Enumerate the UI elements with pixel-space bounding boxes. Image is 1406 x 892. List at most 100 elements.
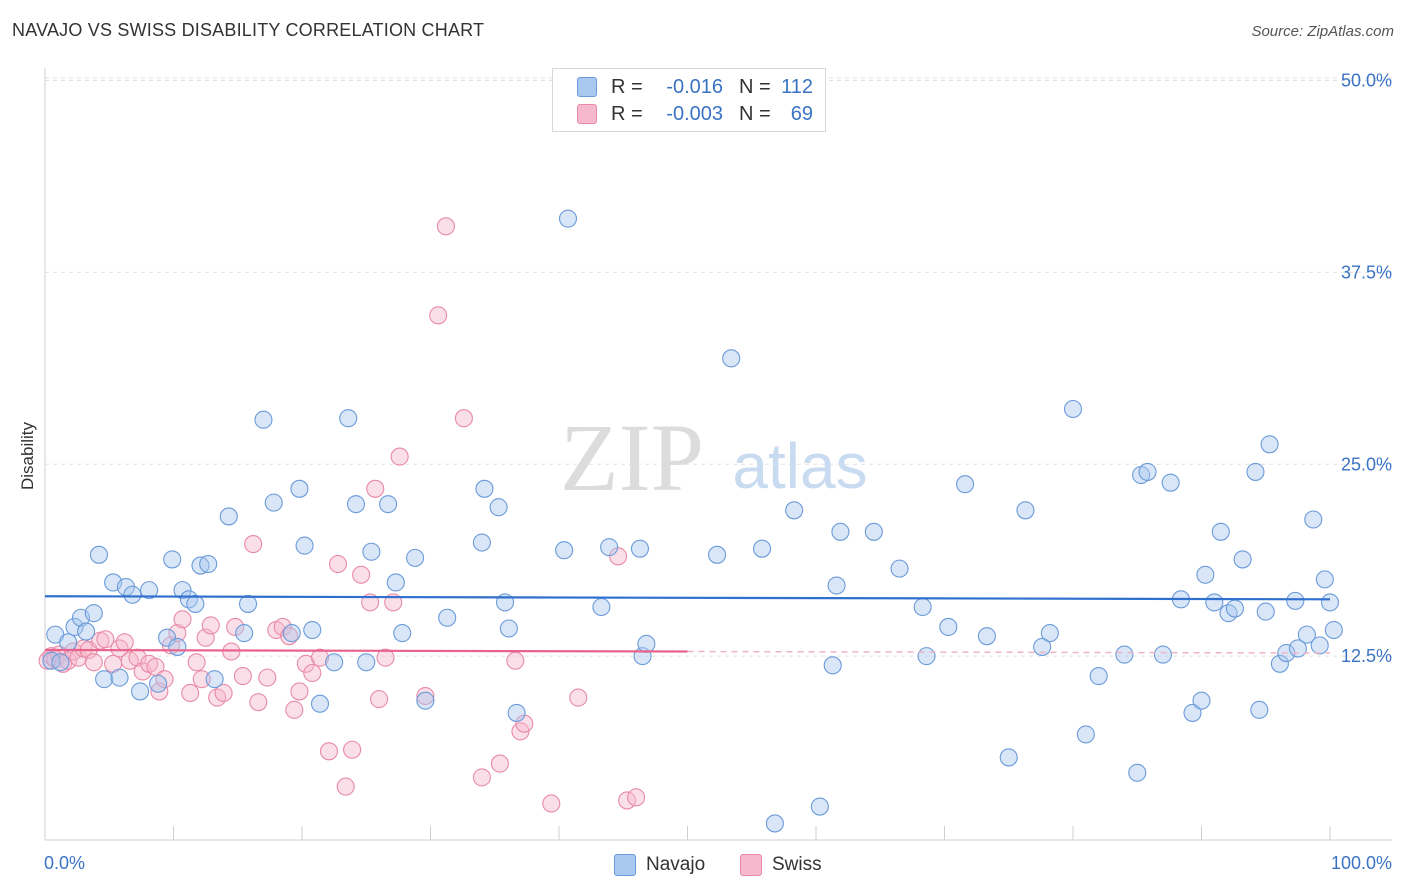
swiss-point (168, 624, 187, 643)
swiss-point (173, 610, 192, 629)
navajo-point (1089, 667, 1108, 686)
chart-title: NAVAJO VS SWISS DISABILITY CORRELATION C… (12, 20, 485, 40)
axes (44, 68, 1392, 841)
navajo-point (65, 617, 84, 637)
swiss-point (249, 693, 268, 712)
swiss-point (429, 306, 448, 325)
navajo-point (1196, 565, 1215, 584)
grid-lines (45, 77, 1392, 657)
swiss-point (181, 683, 200, 703)
legend-row-navajo: R = -0.016 N = 112 (577, 74, 813, 100)
navajo-point (810, 797, 829, 816)
watermark: ZIP atlas (560, 404, 868, 511)
navajo-point (1324, 620, 1343, 640)
navajo-point (917, 647, 936, 666)
navajo-point (386, 573, 405, 592)
navajo-swatch-icon (577, 77, 597, 97)
navajo-point (1270, 654, 1289, 673)
navajo-point (1183, 703, 1202, 722)
swiss-point (96, 630, 115, 649)
swiss-point (244, 535, 263, 554)
navajo-point (956, 475, 975, 494)
swiss-point (303, 663, 322, 683)
swiss-trend-line (44, 648, 688, 653)
swiss-point (201, 616, 220, 635)
navajo-point (1192, 691, 1211, 710)
navajo-point (295, 536, 314, 555)
navajo-point (600, 538, 619, 557)
navajo-point (123, 585, 142, 604)
navajo-point (235, 624, 254, 643)
source-credit: Source: ZipAtlas.com (1251, 23, 1394, 40)
navajo-point (489, 498, 508, 517)
navajo-point (1233, 550, 1252, 569)
navajo-point (823, 656, 842, 675)
navajo-point (1260, 435, 1279, 454)
navajo-point (186, 594, 205, 613)
legend-n-label: N = (739, 102, 771, 125)
navajo-point (1297, 625, 1316, 644)
navajo-point (416, 691, 435, 710)
navajo-point (290, 479, 309, 498)
x-tick-label: 0.0% (44, 853, 85, 873)
navajo-point (77, 622, 96, 641)
y-tick-label: 37.5% (1341, 262, 1392, 282)
legend-r-value: -0.016 (666, 75, 723, 98)
swiss-points (38, 217, 646, 813)
swiss-point (155, 670, 174, 689)
swiss-point (506, 651, 525, 670)
navajo-point (555, 541, 574, 560)
navajo-point (264, 493, 283, 512)
navajo-point (1115, 645, 1134, 664)
navajo-point (1033, 637, 1052, 656)
navajo-point (1138, 462, 1157, 481)
navajo-point (1076, 725, 1095, 744)
navajo-point (1246, 462, 1265, 481)
swiss-point (187, 653, 206, 672)
trend-lines (44, 595, 1331, 654)
swiss-point (258, 668, 277, 687)
navajo-point (199, 554, 218, 574)
y-tick-label: 50.0% (1341, 71, 1392, 91)
navajo-point (168, 637, 187, 656)
navajo-point (1225, 599, 1244, 618)
navajo-legend-label: Navajo (646, 854, 706, 875)
navajo-points (42, 209, 1343, 833)
navajo-point (346, 495, 366, 514)
swiss-point (319, 742, 339, 761)
y-tick-label: 12.5% (1341, 646, 1392, 666)
swiss-point (280, 627, 299, 646)
navajo-point (1153, 645, 1172, 664)
navajo-point (637, 634, 656, 653)
navajo-point (379, 495, 398, 514)
navajo-point (1286, 591, 1305, 610)
swiss-legend-icon (740, 854, 762, 876)
swiss-point (285, 700, 304, 719)
swiss-point (208, 688, 227, 707)
x-tick-label: 100.0% (1331, 853, 1392, 873)
swiss-point (310, 648, 330, 667)
swiss-point (376, 648, 395, 667)
navajo-point (1250, 700, 1269, 719)
navajo-point (339, 409, 358, 428)
navajo-point (219, 507, 238, 526)
navajo-point (999, 748, 1018, 767)
swiss-point (390, 447, 409, 466)
swiss-point (290, 682, 309, 701)
navajo-point (1211, 522, 1230, 541)
swiss-swatch-icon (577, 104, 597, 124)
navajo-point (1315, 570, 1334, 589)
swiss-point (366, 479, 385, 498)
navajo-point (42, 651, 61, 670)
swiss-point (84, 653, 103, 672)
navajo-point (1063, 399, 1083, 419)
swiss-point (542, 794, 561, 813)
legend-r-value: -0.003 (666, 102, 723, 125)
navajo-point (752, 539, 772, 558)
navajo-legend-icon (614, 854, 636, 876)
swiss-point (370, 690, 389, 709)
navajo-point (1320, 593, 1340, 612)
navajo-point (1256, 602, 1275, 621)
navajo-point (406, 548, 425, 567)
swiss-point (233, 667, 252, 686)
